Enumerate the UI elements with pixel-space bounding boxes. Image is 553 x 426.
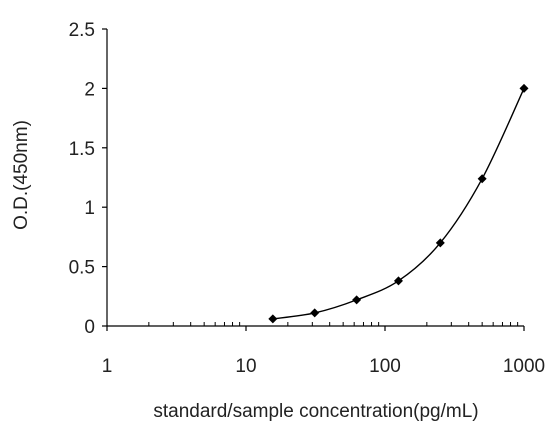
y-tick-label: 2 bbox=[84, 79, 95, 100]
y-tick-label: 1.5 bbox=[69, 139, 95, 160]
x-tick-label: 1000 bbox=[503, 356, 545, 377]
ticks bbox=[102, 28, 525, 331]
y-tick-label: 2.5 bbox=[69, 20, 95, 41]
data-point bbox=[310, 308, 320, 318]
x-tick-label: 1 bbox=[102, 356, 113, 377]
x-tick-label: 10 bbox=[235, 356, 256, 377]
data-point bbox=[268, 314, 278, 324]
data-point bbox=[477, 174, 487, 184]
data-points bbox=[268, 83, 529, 324]
x-axis-title: standard/sample concentration(pg/mL) bbox=[153, 401, 478, 422]
y-tick-label: 0.5 bbox=[69, 258, 95, 279]
y-tick-label: 0 bbox=[84, 317, 95, 338]
axes bbox=[106, 29, 524, 327]
x-tick-label: 100 bbox=[369, 356, 401, 377]
y-tick-label: 1 bbox=[84, 198, 95, 219]
data-point bbox=[519, 83, 529, 93]
y-axis-title: O.D.(450nm) bbox=[11, 120, 32, 230]
data-point bbox=[435, 238, 445, 248]
tick-labels: 0 0.5 1 1.5 2 2.5 1 10 100 1000 bbox=[69, 20, 546, 377]
data-point bbox=[393, 276, 403, 286]
data-point bbox=[352, 295, 362, 305]
